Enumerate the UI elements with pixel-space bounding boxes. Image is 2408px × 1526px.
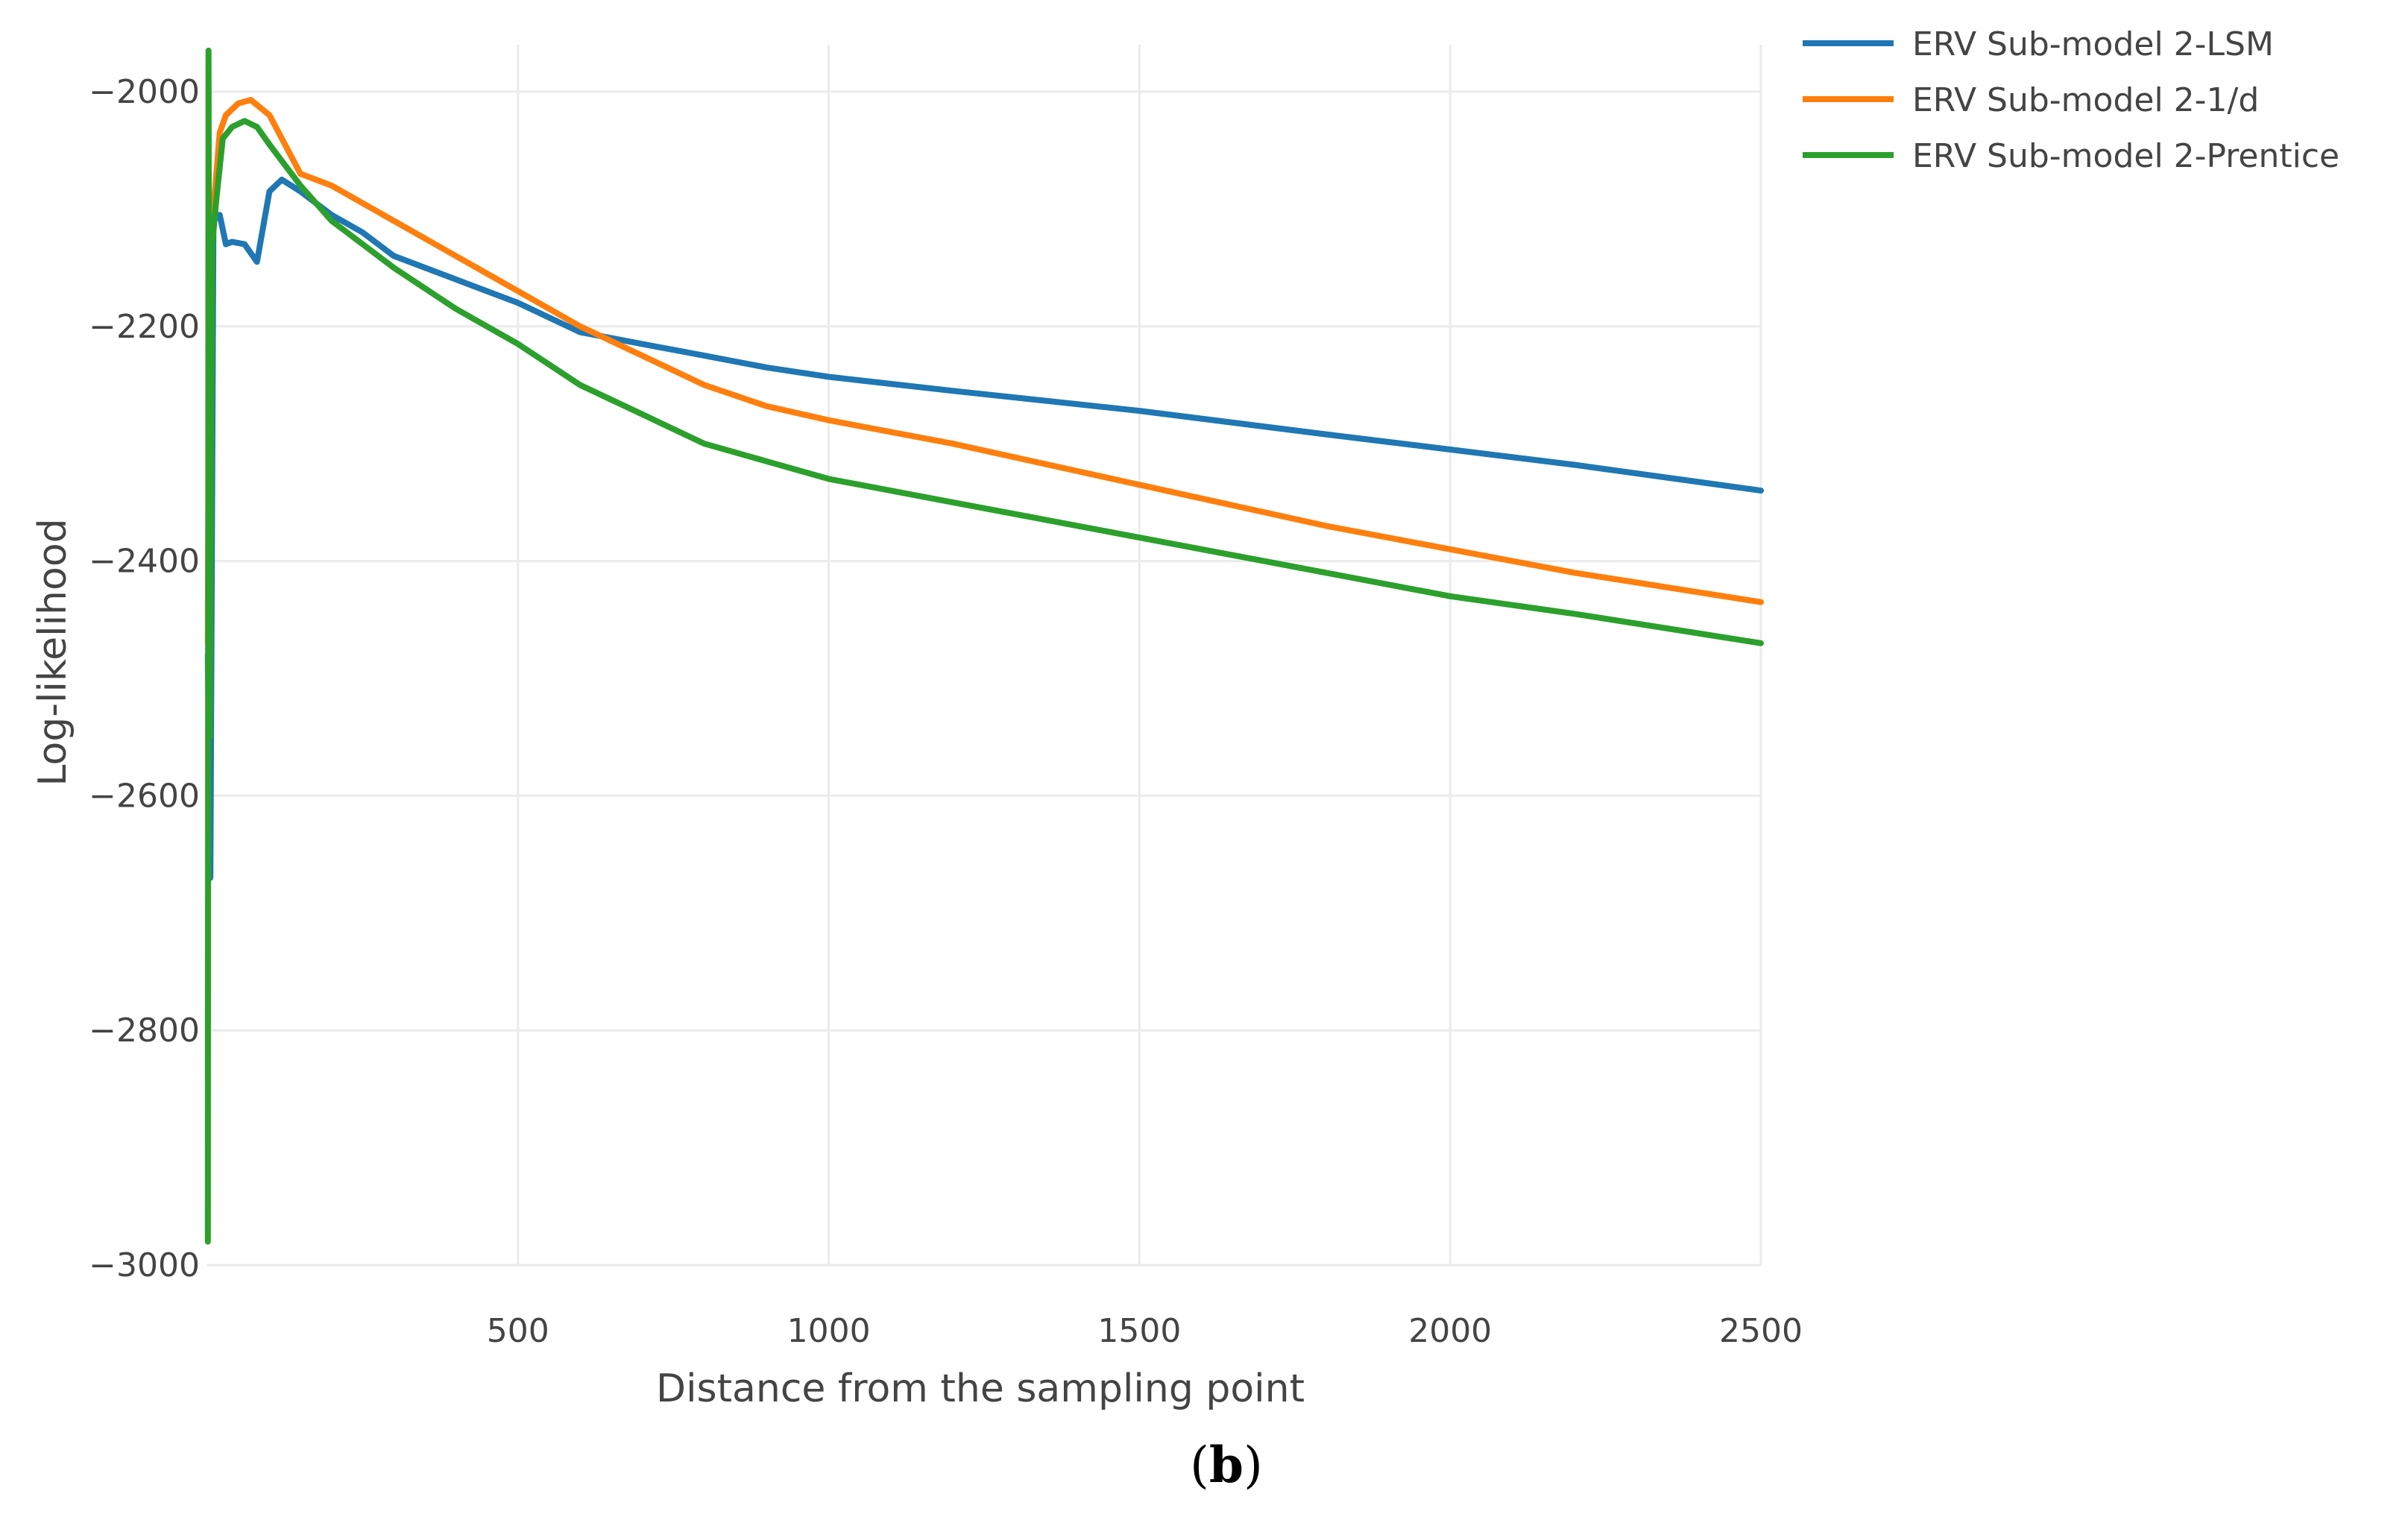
series-lines <box>204 47 1764 1245</box>
y-tick-label: −3000 <box>89 1246 200 1284</box>
x-tick-label: 500 <box>487 1312 549 1350</box>
x-tick-label: 2000 <box>1408 1312 1492 1350</box>
y-axis-title: Log-likelihood <box>31 518 75 786</box>
y-tick-label: −2400 <box>89 543 200 581</box>
x-tick-label: 1500 <box>1097 1312 1181 1350</box>
panel-label-open: ( <box>1190 1437 1209 1494</box>
legend-item-3[interactable]: ERV Sub-model 2-Prentice <box>1803 137 2339 175</box>
legend[interactable]: ERV Sub-model 2-LSM ERV Sub-model 2-1/d ER… <box>1803 25 2339 175</box>
legend-label: ERV Sub-model 2-1/d <box>1912 81 2259 119</box>
panel-label-close: ) <box>1244 1437 1263 1494</box>
y-tick-label: −2000 <box>89 73 200 111</box>
series-line-2 <box>204 97 1764 646</box>
y-tick-label: −2800 <box>89 1012 200 1050</box>
x-tick-label: 2500 <box>1719 1312 1803 1350</box>
legend-label: ERV Sub-model 2-Prentice <box>1912 137 2339 175</box>
panel-label-letter: b <box>1209 1436 1244 1494</box>
y-axis-ticks: −2000 −2200 −2400 −2600 −2800 −3000 <box>89 73 200 1284</box>
series-line-1 <box>204 177 1764 881</box>
series-line-3 <box>204 47 1764 1245</box>
panel-label: (b) <box>1190 1436 1263 1494</box>
legend-item-2[interactable]: ERV Sub-model 2-1/d <box>1803 81 2259 119</box>
x-axis-ticks: 500 1000 1500 2000 2500 <box>487 1312 1803 1350</box>
x-axis-title: Distance from the sampling point <box>656 1366 1305 1411</box>
y-tick-label: −2200 <box>89 308 200 346</box>
y-tick-label: −2600 <box>89 777 200 815</box>
x-tick-label: 1000 <box>787 1312 871 1350</box>
grid-lines <box>207 45 1762 1267</box>
legend-item-1[interactable]: ERV Sub-model 2-LSM <box>1803 25 2274 63</box>
legend-label: ERV Sub-model 2-LSM <box>1912 25 2274 63</box>
